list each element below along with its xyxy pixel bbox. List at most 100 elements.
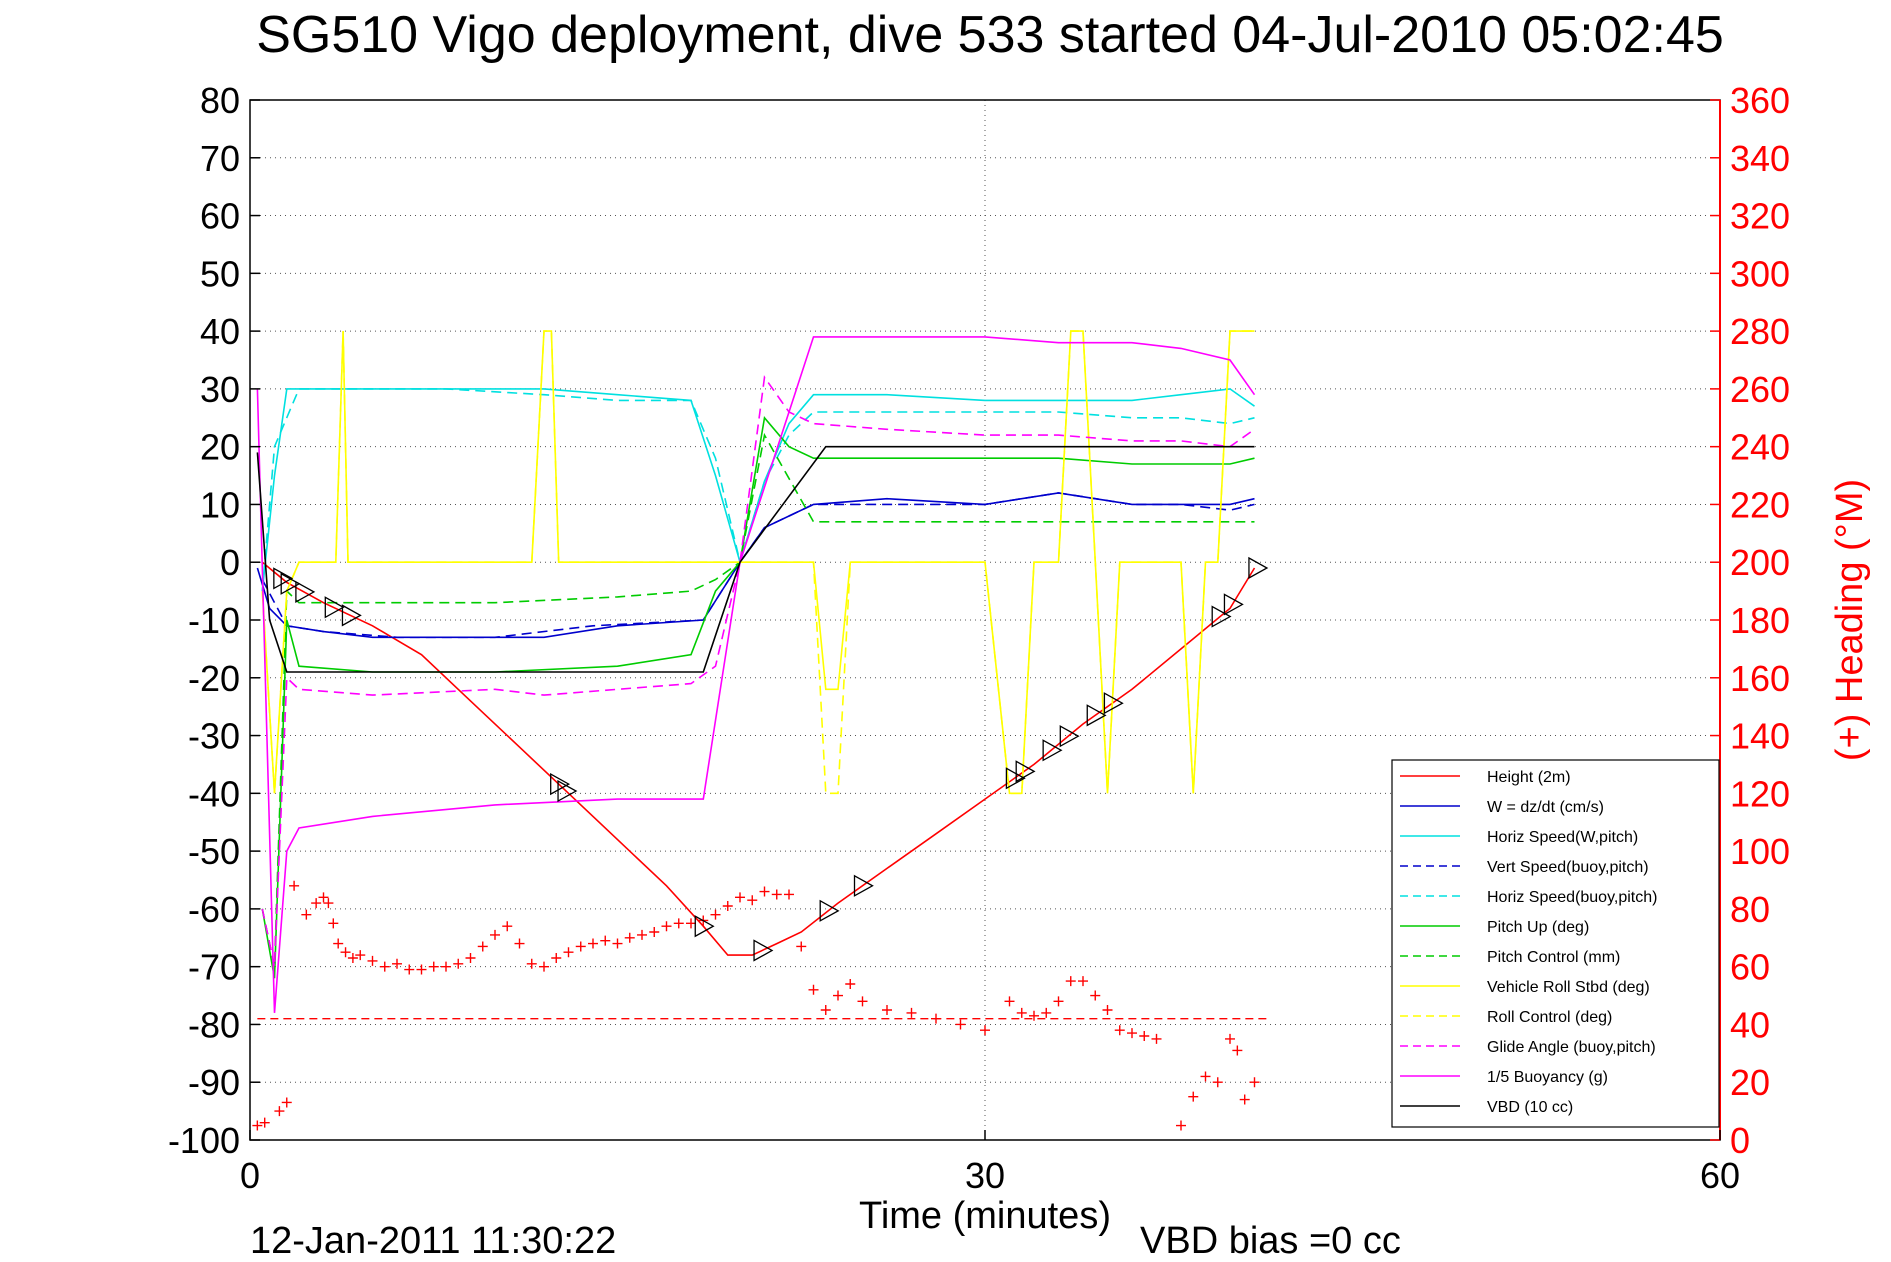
heading-point	[539, 961, 549, 972]
y-right-tick-label: 0	[1730, 1120, 1750, 1161]
heading-point	[367, 955, 378, 966]
heading-point	[392, 958, 402, 969]
y-tick-label: 10	[200, 484, 240, 525]
heading-point	[747, 895, 758, 906]
triangle-marker	[1211, 605, 1232, 628]
heading-point	[1151, 1033, 1162, 1044]
y-tick-label: 50	[200, 253, 240, 294]
triangle-marker	[280, 572, 301, 595]
legend: Height (2m) W = dz/dt (cm/s) Horiz Speed(W…	[1391, 759, 1720, 1128]
y-right-tick-label: 280	[1730, 311, 1790, 352]
heading-point	[1188, 1091, 1199, 1102]
y-right-tick-label: 160	[1730, 658, 1790, 699]
series-line	[261, 432, 1255, 967]
heading-point	[526, 958, 537, 969]
heading-point	[289, 880, 300, 891]
y-tick-label: 0	[220, 542, 240, 583]
y-right-tick-label: 240	[1730, 427, 1790, 468]
heading-point	[796, 941, 807, 952]
y-tick-label: 70	[200, 138, 240, 179]
heading-point	[575, 941, 586, 952]
y-right-tick-label: 320	[1730, 196, 1790, 237]
y-right-tick-label: 20	[1730, 1062, 1770, 1103]
y-tick-label: -20	[188, 658, 240, 699]
series-line	[261, 375, 1255, 967]
legend-label: 1/5 Buoyancy (g)	[1487, 1069, 1608, 1086]
triangle-marker	[324, 596, 345, 619]
triangle-marker	[1015, 760, 1036, 783]
y-tick-label: -70	[188, 947, 240, 988]
y-tick-label: -10	[188, 600, 240, 641]
y-right-tick-label: 140	[1730, 716, 1790, 757]
heading-point	[1102, 1005, 1113, 1015]
triangle-markers	[273, 556, 1269, 962]
heading-point	[514, 938, 525, 949]
x-tick-label: 30	[965, 1155, 1005, 1196]
heading-point	[906, 1007, 917, 1018]
y-tick-label: -50	[188, 831, 240, 872]
x-tick-label: 0	[240, 1155, 260, 1196]
y-tick-label: -30	[188, 716, 240, 757]
series-line	[261, 415, 1255, 979]
y-right-tick-label: 300	[1730, 253, 1790, 294]
legend-label: Height (2m)	[1487, 769, 1571, 786]
heading-point	[710, 909, 721, 920]
heading-point	[1114, 1025, 1125, 1036]
series-line	[261, 388, 1255, 592]
y-right-tick-label: 260	[1730, 369, 1790, 410]
y-right-tick-label: 100	[1730, 831, 1790, 872]
heading-point	[551, 953, 562, 963]
legend-label: W = dz/dt (cm/s)	[1487, 799, 1604, 816]
y-tick-label: -60	[188, 889, 240, 930]
y-axis-right-label: (+) Heading (°M)	[1829, 479, 1871, 761]
y-right-tick-label: 80	[1730, 889, 1770, 930]
legend-label: Glide Angle (buoy,pitch)	[1487, 1039, 1656, 1056]
heading-point	[502, 921, 513, 932]
heading-point	[1029, 1010, 1039, 1021]
series-line	[261, 561, 1256, 956]
series-line	[256, 445, 1255, 673]
series-line	[261, 330, 1255, 795]
heading-point	[931, 1013, 941, 1024]
heading-point	[833, 990, 843, 1001]
triangle-marker	[1103, 692, 1124, 715]
heading-point	[318, 892, 329, 903]
triangle-marker	[295, 580, 316, 603]
heading-point	[281, 1097, 292, 1108]
y-tick-label: -80	[188, 1004, 240, 1045]
heading-point	[259, 1117, 270, 1128]
series-line	[261, 388, 1255, 592]
heading-point	[784, 889, 794, 900]
x-tick-label: 60	[1700, 1155, 1740, 1196]
triangle-marker	[853, 874, 874, 897]
heading-point	[673, 918, 684, 929]
heading-point	[1065, 976, 1076, 987]
heading-point	[1239, 1094, 1250, 1105]
heading-point	[340, 947, 351, 958]
heading-point	[612, 938, 623, 949]
heading-point	[323, 898, 334, 909]
heading-point	[808, 984, 819, 995]
heading-point	[1225, 1033, 1235, 1044]
triangle-marker	[550, 772, 571, 796]
legend-label: Vehicle Roll Stbd (deg)	[1487, 979, 1650, 996]
triangle-marker	[819, 899, 840, 922]
heading-point	[490, 929, 500, 940]
y-axis-right: 3603403203002802602402202001801601401201…	[1710, 80, 1790, 1161]
triangle-marker	[1248, 556, 1269, 580]
heading-point	[686, 918, 696, 929]
triangle-marker	[557, 779, 578, 803]
chart-title: SG510 Vigo deployment, dive 533 started …	[256, 6, 1724, 64]
x-axis: 0 30 60	[240, 1130, 1740, 1196]
heading-point	[404, 964, 415, 975]
y-right-tick-label: 40	[1730, 1004, 1770, 1045]
heading-point	[1249, 1077, 1260, 1088]
footer-vbd-bias: VBD bias =0 cc	[1140, 1220, 1401, 1262]
heading-series	[252, 880, 1267, 1131]
heading-point	[649, 927, 660, 937]
heading-point	[301, 909, 312, 920]
y-right-tick-label: 200	[1730, 542, 1790, 583]
heading-point	[333, 938, 344, 949]
heading-point	[882, 1005, 892, 1015]
triangle-marker	[753, 939, 774, 962]
